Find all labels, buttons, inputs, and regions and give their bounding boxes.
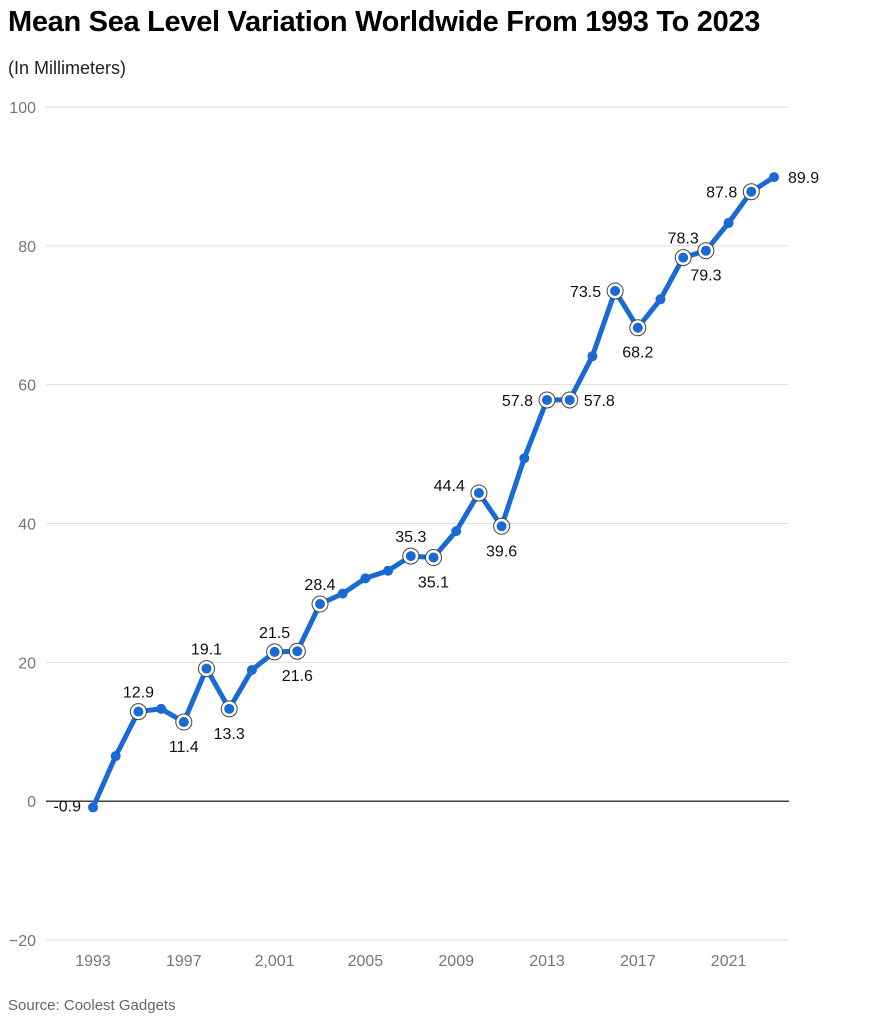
x-tick-label: 2009 bbox=[438, 953, 474, 970]
data-label-layer: -0.9 12.9 11.4 19.1 13.3 21.5 21.6 28.4 35.3 35.1… bbox=[53, 170, 819, 815]
data-point bbox=[201, 663, 212, 674]
data-point bbox=[88, 802, 98, 813]
data-point bbox=[110, 751, 121, 762]
data-label: 13.3 bbox=[214, 726, 245, 743]
y-tick-label: 0 bbox=[27, 794, 36, 811]
data-point bbox=[383, 565, 394, 576]
data-point bbox=[769, 172, 779, 183]
y-tick-label: 40 bbox=[18, 517, 36, 534]
data-label: 39.6 bbox=[486, 543, 517, 560]
data-point bbox=[156, 703, 167, 714]
data-point bbox=[700, 245, 711, 256]
data-label: 44.4 bbox=[434, 478, 465, 495]
data-label: 79.3 bbox=[690, 268, 721, 285]
data-point bbox=[292, 646, 303, 657]
series-layer bbox=[88, 172, 779, 813]
x-tick-label: 1997 bbox=[166, 953, 202, 970]
data-point bbox=[587, 351, 598, 362]
chart-subtitle: (In Millimeters) bbox=[8, 58, 127, 78]
x-tick-label: 2013 bbox=[529, 953, 565, 970]
data-label: 57.8 bbox=[584, 393, 615, 410]
chart-title: Mean Sea Level Variation Worldwide From … bbox=[8, 6, 761, 38]
data-point bbox=[496, 521, 507, 532]
data-point bbox=[451, 526, 462, 537]
data-label: -0.9 bbox=[53, 798, 81, 815]
data-label: 12.9 bbox=[123, 685, 154, 702]
data-point bbox=[315, 599, 325, 610]
data-label: 73.5 bbox=[570, 284, 601, 301]
data-point bbox=[610, 285, 621, 296]
data-point bbox=[723, 217, 734, 228]
data-point bbox=[224, 703, 235, 714]
source-note: Source: Coolest Gadgets bbox=[8, 997, 176, 1014]
data-point bbox=[360, 573, 371, 584]
data-point bbox=[542, 394, 552, 405]
x-tick-label: 2017 bbox=[620, 953, 656, 970]
data-point bbox=[632, 322, 643, 333]
y-tick-label: −20 bbox=[9, 933, 36, 950]
data-point bbox=[655, 294, 666, 305]
grid-layer bbox=[46, 106, 789, 941]
x-tick-label: 2005 bbox=[348, 953, 384, 970]
data-label: 89.9 bbox=[788, 170, 819, 187]
y-tick-label: 20 bbox=[18, 655, 36, 672]
data-label: 21.5 bbox=[259, 625, 290, 642]
data-label: 11.4 bbox=[169, 739, 199, 756]
axis-layer: 100 80 60 40 20 0 −20 1993 1997 2,001 2005 2009 2013… bbox=[9, 100, 747, 970]
y-tick-label: 60 bbox=[18, 378, 36, 395]
data-point bbox=[519, 453, 530, 464]
data-label: 87.8 bbox=[706, 185, 737, 202]
data-point bbox=[246, 664, 257, 675]
data-point bbox=[337, 588, 348, 599]
data-label: 35.3 bbox=[395, 529, 426, 546]
data-label: 28.4 bbox=[304, 577, 335, 594]
data-label: 19.1 bbox=[191, 642, 222, 659]
y-tick-label: 100 bbox=[9, 100, 36, 117]
data-point bbox=[269, 646, 280, 657]
x-tick-label: 1993 bbox=[75, 953, 111, 970]
data-point bbox=[405, 551, 416, 562]
y-tick-label: 80 bbox=[18, 239, 36, 256]
data-point bbox=[178, 717, 189, 728]
data-label: 68.2 bbox=[622, 345, 653, 362]
data-point bbox=[428, 552, 439, 563]
data-point bbox=[133, 706, 144, 717]
data-label: 21.6 bbox=[282, 668, 313, 685]
data-point bbox=[678, 252, 689, 263]
data-point bbox=[473, 487, 484, 498]
x-tick-label: 2,001 bbox=[255, 953, 295, 970]
x-tick-label: 2021 bbox=[711, 953, 747, 970]
data-point bbox=[746, 186, 757, 197]
data-label: 57.8 bbox=[502, 393, 533, 410]
data-label: 78.3 bbox=[668, 231, 699, 248]
data-label: 35.1 bbox=[418, 575, 449, 592]
data-point bbox=[564, 394, 575, 405]
